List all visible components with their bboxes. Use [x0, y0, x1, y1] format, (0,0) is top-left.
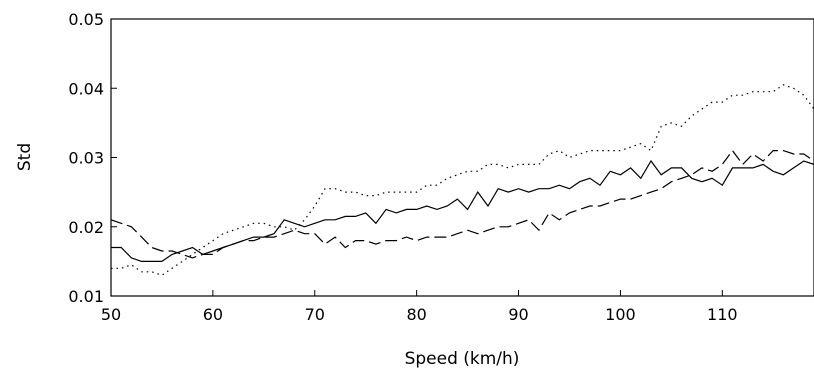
- x-axis-label: Speed (km/h): [405, 349, 520, 369]
- series-line-solid: [111, 159, 814, 262]
- series-layer: [110, 84, 814, 276]
- y-tick-label: 0.02: [68, 218, 104, 237]
- x-tick-label: 100: [605, 305, 636, 324]
- x-tick-label: 90: [508, 305, 528, 324]
- y-axis-label: Std: [15, 143, 35, 171]
- y-tick-label: 0.04: [68, 79, 104, 98]
- y-tick-label: 0.05: [68, 10, 104, 29]
- x-tick-label: 60: [203, 305, 223, 324]
- ticks-layer: 50 60 70 80 90 100 110 0.01 0.02 0.03 0.04 0.05: [68, 10, 737, 324]
- x-tick-label: 70: [305, 305, 325, 324]
- x-tick-label: 80: [406, 305, 426, 324]
- y-tick-label: 0.01: [68, 287, 104, 306]
- series-line-dashed: [110, 149, 814, 259]
- x-tick-label: 50: [101, 305, 121, 324]
- plot-frame: [110, 18, 814, 297]
- y-tick-label: 0.03: [68, 149, 104, 168]
- x-tick-label: 110: [707, 305, 738, 324]
